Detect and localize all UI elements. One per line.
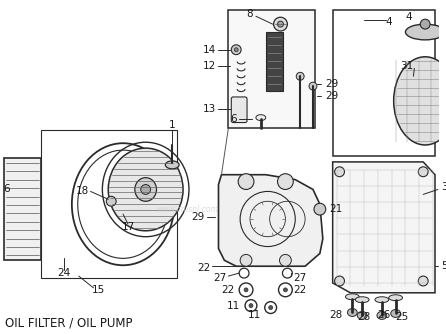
Text: OIL FILTER / OIL PUMP: OIL FILTER / OIL PUMP — [5, 317, 132, 330]
Ellipse shape — [391, 310, 401, 317]
Text: www.cmsnl.com: www.cmsnl.com — [156, 205, 218, 214]
Ellipse shape — [314, 203, 326, 215]
Text: 22: 22 — [293, 285, 306, 295]
Ellipse shape — [394, 57, 446, 145]
Text: 31: 31 — [400, 61, 413, 71]
Text: 11: 11 — [227, 301, 240, 311]
Text: 15: 15 — [92, 285, 105, 295]
Bar — [4, 158, 41, 260]
Ellipse shape — [108, 148, 183, 231]
Ellipse shape — [240, 255, 252, 266]
Ellipse shape — [377, 312, 387, 319]
Ellipse shape — [273, 17, 287, 31]
Text: 26: 26 — [377, 310, 390, 320]
Ellipse shape — [280, 255, 291, 266]
Ellipse shape — [284, 288, 287, 292]
Text: 17: 17 — [121, 222, 135, 232]
FancyBboxPatch shape — [231, 97, 247, 123]
Ellipse shape — [334, 276, 344, 286]
Text: 18: 18 — [75, 186, 89, 196]
Ellipse shape — [355, 297, 369, 303]
Ellipse shape — [244, 288, 248, 292]
Ellipse shape — [357, 312, 367, 319]
Ellipse shape — [231, 45, 241, 55]
Text: 4: 4 — [405, 12, 412, 22]
Ellipse shape — [418, 167, 428, 177]
Text: 25: 25 — [395, 312, 408, 322]
Ellipse shape — [277, 174, 293, 189]
Ellipse shape — [334, 167, 344, 177]
Ellipse shape — [389, 295, 403, 301]
Text: 28: 28 — [358, 312, 371, 322]
Ellipse shape — [346, 294, 359, 300]
Ellipse shape — [309, 82, 317, 90]
Text: 14: 14 — [203, 45, 216, 55]
Text: 6: 6 — [231, 114, 237, 124]
Ellipse shape — [296, 72, 304, 80]
Text: 6: 6 — [3, 184, 9, 194]
Text: 29: 29 — [325, 91, 338, 101]
Polygon shape — [219, 175, 323, 266]
Text: 29: 29 — [325, 79, 338, 89]
Text: 1: 1 — [169, 121, 176, 131]
Text: 21: 21 — [330, 204, 343, 214]
Text: 22: 22 — [221, 285, 234, 295]
Text: 27: 27 — [293, 273, 306, 283]
Ellipse shape — [249, 304, 253, 308]
Ellipse shape — [418, 276, 428, 286]
Text: 13: 13 — [203, 104, 216, 114]
Text: 3: 3 — [441, 182, 446, 192]
Text: 28: 28 — [329, 310, 343, 320]
Text: 22: 22 — [198, 263, 211, 273]
Bar — [41, 130, 177, 278]
Text: 5: 5 — [441, 261, 446, 271]
Bar — [228, 10, 315, 129]
Ellipse shape — [106, 196, 116, 206]
Text: 8: 8 — [246, 9, 253, 19]
Text: 27: 27 — [213, 273, 227, 283]
Text: 4: 4 — [385, 17, 392, 27]
Ellipse shape — [277, 21, 284, 27]
Text: 11: 11 — [248, 310, 261, 320]
Ellipse shape — [420, 19, 430, 29]
Bar — [266, 32, 284, 91]
Ellipse shape — [405, 24, 445, 40]
Ellipse shape — [141, 185, 151, 194]
Bar — [333, 10, 435, 156]
Ellipse shape — [375, 297, 389, 303]
Ellipse shape — [347, 309, 357, 316]
Ellipse shape — [135, 178, 157, 201]
Ellipse shape — [165, 161, 179, 169]
Text: 24: 24 — [58, 268, 70, 278]
Text: 29: 29 — [191, 212, 205, 222]
Ellipse shape — [234, 48, 238, 52]
Ellipse shape — [256, 115, 266, 121]
Polygon shape — [333, 162, 435, 293]
Ellipse shape — [238, 174, 254, 189]
Text: 12: 12 — [203, 61, 216, 71]
Ellipse shape — [268, 306, 273, 310]
